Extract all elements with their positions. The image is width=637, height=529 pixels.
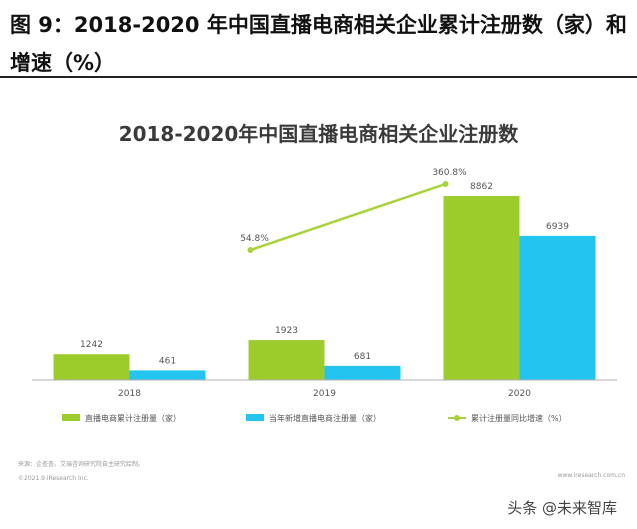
growth-point [442,181,449,187]
bar-cumulative-2020 [443,195,520,380]
bar-new-2020 [519,235,596,380]
copyright-note: ©2021.9 iResearch Inc. [18,475,89,482]
report-title: 图 9：2018-2020 年中国直播电商相关企业累计注册数（家）和增速（%） [10,13,627,75]
chart: 1242 461 2018 1923 681 2019 8862 6939 2020 54.8% 3… [32,168,617,423]
bar-cumulative-2018 [53,354,130,380]
x-tick-label: 2020 [508,389,531,399]
chart-title: 2018-2020年中国直播电商相关企业注册数 [118,122,519,146]
data-label: 1923 [275,326,298,336]
legend-swatch [62,414,80,421]
data-label: 1242 [80,340,103,350]
growth-point [247,247,254,253]
site-url: www.iresearch.com.cn [557,472,625,479]
data-label: 461 [159,356,176,366]
bar-cumulative-2019 [248,340,325,380]
data-label: 8862 [470,182,493,192]
bar-new-2018 [129,370,206,380]
legend-swatch-dot [454,415,460,421]
data-label: 6939 [546,222,569,232]
growth-label: 54.8% [240,234,269,244]
x-tick-label: 2018 [118,389,141,399]
legend-label: 直播电商累计注册量（家） [85,413,181,423]
legend-swatch [246,414,264,421]
x-tick-label: 2019 [313,389,336,399]
chart-notes: 来源：企查查。艾瑞咨询研究院自主研究绘制。 ©2021.9 iResearch … [18,458,144,486]
source-note: 来源：企查查。艾瑞咨询研究院自主研究绘制。 [18,461,145,468]
legend-label: 累计注册量同比增速（%） [471,413,567,423]
data-label: 681 [354,352,371,362]
watermark: 头条 @未来智库 [501,495,623,520]
bar-new-2019 [324,365,401,380]
growth-line [250,182,446,252]
growth-label: 360.8% [432,168,467,178]
legend-label: 当年新增直播电商注册量（家） [269,413,381,423]
title-divider [0,76,637,78]
